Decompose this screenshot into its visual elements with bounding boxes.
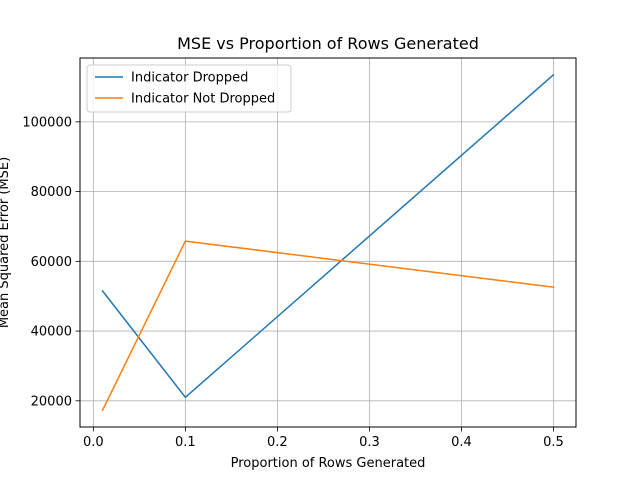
y-tick-label: 100000	[22, 115, 72, 130]
y-axis-label: Mean Squared Error (MSE)	[0, 157, 12, 328]
legend-label-indicator-not-dropped: Indicator Not Dropped	[131, 92, 275, 107]
x-tick-label: 0.2	[267, 435, 288, 450]
series-line-indicator-dropped	[101, 73, 555, 399]
y-tick-label: 20000	[31, 394, 72, 409]
legend-label-indicator-dropped: Indicator Dropped	[131, 71, 248, 86]
chart-title: MSE vs Proportion of Rows Generated	[177, 34, 479, 53]
legend: Indicator Dropped Indicator Not Dropped	[86, 64, 292, 113]
x-axis-label: Proportion of Rows Generated	[231, 456, 426, 471]
plot-area-frame	[79, 57, 577, 428]
x-tick-label: 0.1	[175, 435, 196, 450]
x-tick-label: 0.3	[359, 435, 380, 450]
x-tick-label: 0.4	[451, 435, 472, 450]
series-layer	[101, 73, 555, 412]
legend-box	[86, 64, 292, 113]
series-line-indicator-not-dropped	[101, 240, 555, 412]
y-tick-label: 60000	[31, 255, 72, 270]
y-tick-label: 80000	[31, 185, 72, 200]
y-tick-label: 40000	[31, 325, 72, 340]
x-tick-label: 0.0	[83, 435, 104, 450]
tick-layer: 0.0 0.1 0.2 0.3 0.4 0.5 20000 40000 60000 80000 10…	[22, 115, 563, 450]
x-tick-label: 0.5	[543, 435, 564, 450]
